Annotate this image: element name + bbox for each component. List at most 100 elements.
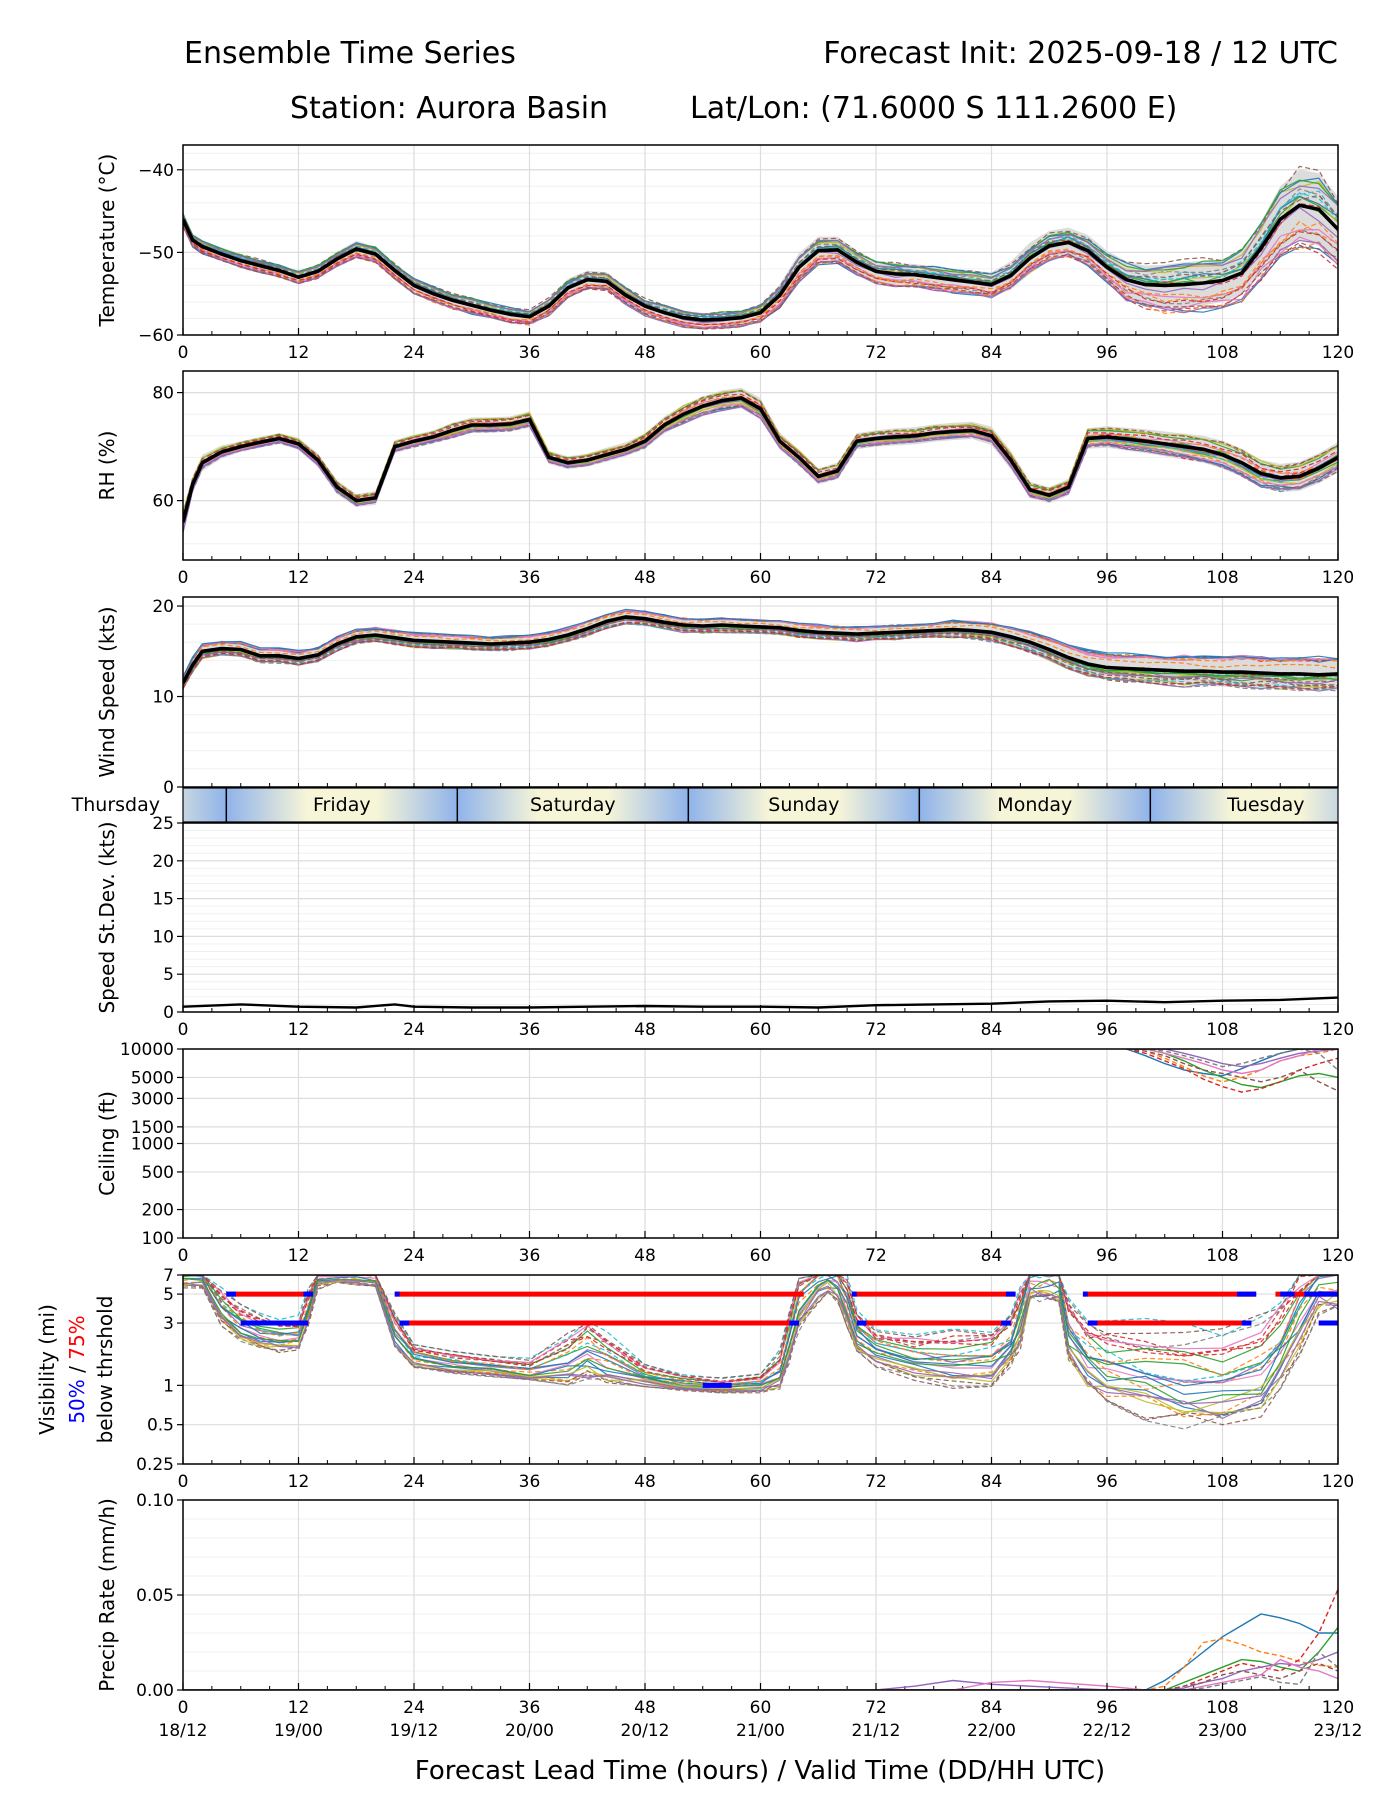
panel-rh: 60 80 0 12 24 36 48 60 72 84 96 108 120 RH (%) (95, 370, 1354, 588)
y-axis-label: Speed St.Dev. (kts) (95, 821, 119, 1013)
member-line (183, 1278, 1338, 1415)
member-line (183, 221, 1338, 326)
x-tick-label: 36 (519, 1020, 541, 1040)
day-label: Thursday (71, 794, 160, 816)
valid-time-label: 23/12 (1314, 1721, 1363, 1741)
x-tick-label: 84 (981, 1020, 1003, 1040)
x-tick-label: 24 (403, 343, 425, 363)
x-tick-label: 108 (1206, 568, 1238, 588)
x-tick-label: 96 (1096, 343, 1118, 363)
member-line (183, 1275, 1338, 1379)
panel-sdev: 0 5 10 15 20 25 0 12 24 36 48 60 72 84 96 108 120 Speed S… (95, 814, 1354, 1040)
y-axis-label: Ceiling (ft) (95, 1091, 119, 1196)
x-tick-label: 96 (1096, 1472, 1118, 1492)
x-tick-label: 120 (1322, 1246, 1354, 1266)
x-axis-label: Forecast Lead Time (hours) / Valid Time … (415, 1756, 1105, 1786)
member-line (183, 1637, 1338, 1690)
y-tick-label: 0.00 (136, 1681, 174, 1701)
day-band-frame (182, 787, 1339, 823)
x-tick-label: 12 (288, 343, 310, 363)
valid-time-label: 20/00 (505, 1721, 554, 1741)
x-tick-label: 12 (288, 1698, 310, 1718)
y-tick-label: 1500 (131, 1118, 174, 1138)
panel-vis: 0.25 0.5 1 3 57 0 12 24 36 48 60 72 84 96 108 120 Visibi… (35, 1266, 1354, 1492)
x-tick-label: 12 (288, 568, 310, 588)
x-tick-label: 60 (750, 343, 772, 363)
x-tick-label: 48 (634, 1698, 656, 1718)
member-line (183, 390, 1338, 515)
valid-time-label: 19/00 (274, 1721, 323, 1741)
x-tick-label: 24 (403, 1020, 425, 1040)
y-axis-label-pct: 50% / 75% (65, 1315, 89, 1423)
x-tick-label: 120 (1322, 1698, 1354, 1718)
member-line (183, 1281, 1338, 1426)
x-tick-label: 48 (634, 568, 656, 588)
member-line (183, 393, 1338, 516)
y-axis-label: Temperature (°C) (95, 154, 119, 328)
member-line (183, 177, 1338, 316)
label-slash: / (65, 1360, 89, 1379)
panel-frame (182, 596, 1339, 788)
y-tick-label: −60 (138, 326, 174, 346)
member-line (183, 223, 1338, 326)
y-tick-label: 5000 (131, 1068, 174, 1088)
valid-time-label: 20/12 (621, 1721, 670, 1741)
valid-time-label: 23/00 (1198, 1721, 1247, 1741)
y-tick-label: 0.25 (136, 1455, 174, 1475)
x-tick-label: 24 (403, 568, 425, 588)
day-label: Sunday (768, 794, 839, 816)
member-line (183, 185, 1338, 316)
y-tick-label: 0.5 (147, 1416, 174, 1436)
y-tick-label: 100 (142, 1229, 174, 1249)
member-line (183, 395, 1338, 519)
x-tick-label: 96 (1096, 568, 1118, 588)
x-tick-label: 60 (750, 1472, 772, 1492)
x-tick-label: 60 (750, 1020, 772, 1040)
x-tick-label: 12 (288, 1246, 310, 1266)
x-tick-label: 120 (1322, 568, 1354, 588)
member-line (1126, 1049, 1338, 1075)
ensemble-mean-line (183, 396, 1338, 523)
y-tick-label: 0 (163, 1003, 174, 1023)
y-axis-label: RH (%) (95, 431, 119, 501)
valid-time-label: 21/00 (736, 1721, 785, 1741)
label-75pct: 75% (65, 1315, 89, 1359)
y-tick-label: 25 (152, 814, 174, 834)
series-group (183, 1275, 1338, 1430)
member-line (183, 389, 1338, 513)
x-tick-label: 96 (1096, 1020, 1118, 1040)
panels: −40−50−600 12 24 36 48 60 72 84 96 108 120Temperat… (35, 144, 1363, 1741)
x-tick-label: 48 (634, 343, 656, 363)
y-tick-label: 20 (152, 597, 174, 617)
valid-time-label: 22/12 (1083, 1721, 1132, 1741)
day-label: Saturday (530, 794, 616, 816)
x-tick-label: 0 (178, 1020, 189, 1040)
x-tick-label: 72 (865, 1246, 887, 1266)
x-tick-label: 36 (519, 1246, 541, 1266)
y-tick-label: −50 (138, 243, 174, 263)
member-line (183, 1275, 1338, 1384)
member-line (183, 1275, 1338, 1383)
y-tick-label: 3000 (131, 1089, 174, 1109)
y-tick-label: 10 (152, 927, 174, 947)
x-tick-label: 36 (519, 1698, 541, 1718)
member-line (183, 1589, 1338, 1690)
y-tick-label: 10 (152, 688, 174, 708)
day-segment (919, 788, 1151, 822)
x-tick-label: 108 (1206, 343, 1238, 363)
x-tick-label: 120 (1322, 343, 1354, 363)
valid-time-label: 21/12 (852, 1721, 901, 1741)
x-tick-label: 24 (403, 1698, 425, 1718)
station-title: Station: Aurora Basin (290, 91, 608, 126)
series-group (183, 608, 1338, 692)
y-tick-label: 80 (152, 384, 174, 404)
x-tick-label: 108 (1206, 1472, 1238, 1492)
member-line (183, 621, 1338, 690)
x-tick-label: 36 (519, 568, 541, 588)
series-group (183, 996, 1338, 1009)
y-tick-label: 20 (152, 852, 174, 872)
panel-precip: 0.00 0.05 0.10 0 12 24 36 48 60 72 84 96 108 120 Preci… (95, 1491, 1354, 1718)
y-tick-label: 1000 (131, 1135, 174, 1155)
ensemble-mean-line (183, 203, 1338, 322)
